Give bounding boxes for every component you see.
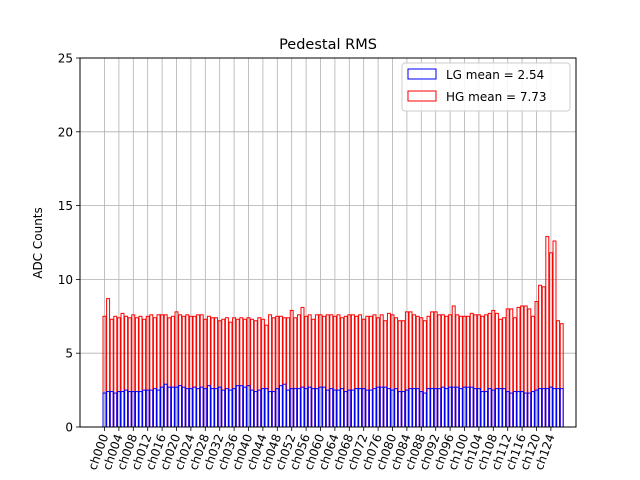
y-tick-label: 15 [58,199,73,213]
y-tick-label: 5 [65,347,73,361]
legend-swatch-hg [407,90,437,102]
grid-lines [80,57,576,428]
legend-swatch-lg [407,68,437,80]
y-axis-ticks: 0 5 10 15 20 25 [58,52,80,435]
legend: LG mean = 2.54 HG mean = 7.73 [401,62,571,112]
y-tick-label: 20 [58,125,73,139]
y-tick-label: 0 [65,421,73,435]
y-tick-label: 10 [58,273,73,287]
y-tick-label: 25 [58,52,73,66]
plot-frame [79,57,577,428]
legend-box [401,62,571,112]
x-axis-ticks: ch000ch004ch008ch012ch016ch020ch024ch028… [85,427,558,472]
chart-title: Pedestal RMS [279,37,377,53]
legend-label-hg: HG mean = 7.73 [446,90,547,104]
legend-label-lg: LG mean = 2.54 [446,68,544,82]
y-axis-label: ADC Counts [31,207,45,279]
